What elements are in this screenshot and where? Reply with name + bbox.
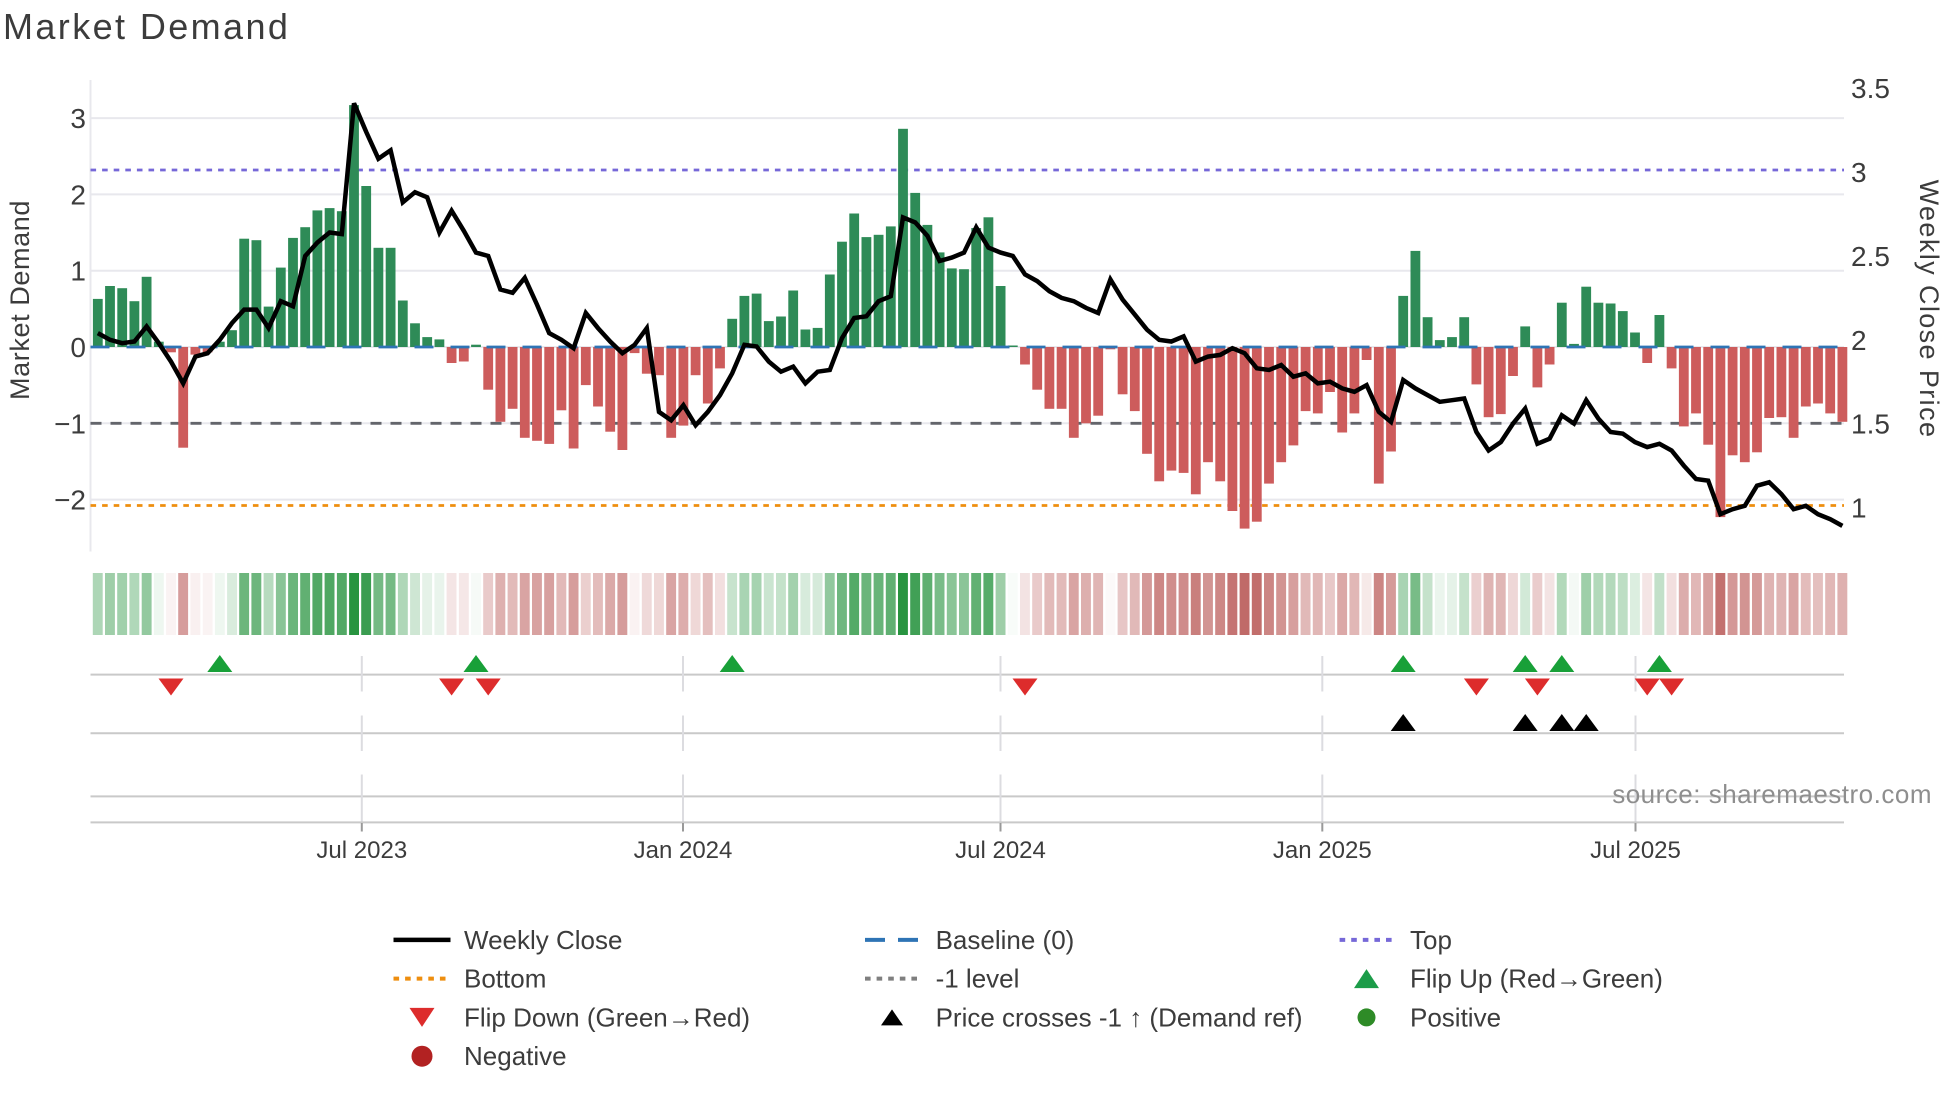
svg-text:3.5: 3.5 bbox=[1851, 73, 1890, 104]
svg-text:Jul 2024: Jul 2024 bbox=[955, 837, 1046, 864]
svg-text:Negative: Negative bbox=[464, 1041, 567, 1071]
svg-text:-1 level: -1 level bbox=[936, 964, 1020, 994]
svg-text:Market Demand: Market Demand bbox=[3, 6, 290, 47]
svg-text:Weekly Close Price: Weekly Close Price bbox=[1914, 180, 1944, 439]
svg-text:−1: −1 bbox=[54, 408, 86, 439]
svg-text:0: 0 bbox=[70, 332, 86, 363]
svg-text:Positive: Positive bbox=[1410, 1002, 1501, 1032]
svg-text:Flip Down (Green→Red): Flip Down (Green→Red) bbox=[464, 1002, 750, 1032]
svg-text:3: 3 bbox=[70, 103, 86, 134]
svg-text:Jan 2025: Jan 2025 bbox=[1273, 837, 1372, 864]
svg-text:2.5: 2.5 bbox=[1851, 241, 1890, 272]
svg-text:Jul 2025: Jul 2025 bbox=[1590, 837, 1681, 864]
svg-text:2: 2 bbox=[70, 179, 86, 210]
svg-text:Jul 2023: Jul 2023 bbox=[316, 837, 407, 864]
svg-text:2: 2 bbox=[1851, 325, 1867, 356]
svg-text:Baseline (0): Baseline (0) bbox=[936, 925, 1075, 955]
svg-text:1.5: 1.5 bbox=[1851, 409, 1890, 440]
svg-text:Bottom: Bottom bbox=[464, 964, 546, 994]
svg-text:Market Demand: Market Demand bbox=[5, 200, 35, 400]
svg-text:Flip Up (Red→Green): Flip Up (Red→Green) bbox=[1410, 964, 1663, 994]
svg-text:Weekly Close: Weekly Close bbox=[464, 925, 622, 955]
svg-text:1: 1 bbox=[70, 256, 86, 287]
svg-text:source: sharemaestro.com: source: sharemaestro.com bbox=[1612, 779, 1932, 809]
svg-text:1: 1 bbox=[1851, 493, 1867, 524]
svg-text:−2: −2 bbox=[54, 485, 86, 516]
svg-text:3: 3 bbox=[1851, 157, 1867, 188]
svg-text:Top: Top bbox=[1410, 925, 1452, 955]
svg-text:Price crosses -1 ↑ (Demand ref: Price crosses -1 ↑ (Demand ref) bbox=[936, 1002, 1303, 1032]
svg-text:Jan 2024: Jan 2024 bbox=[634, 837, 733, 864]
